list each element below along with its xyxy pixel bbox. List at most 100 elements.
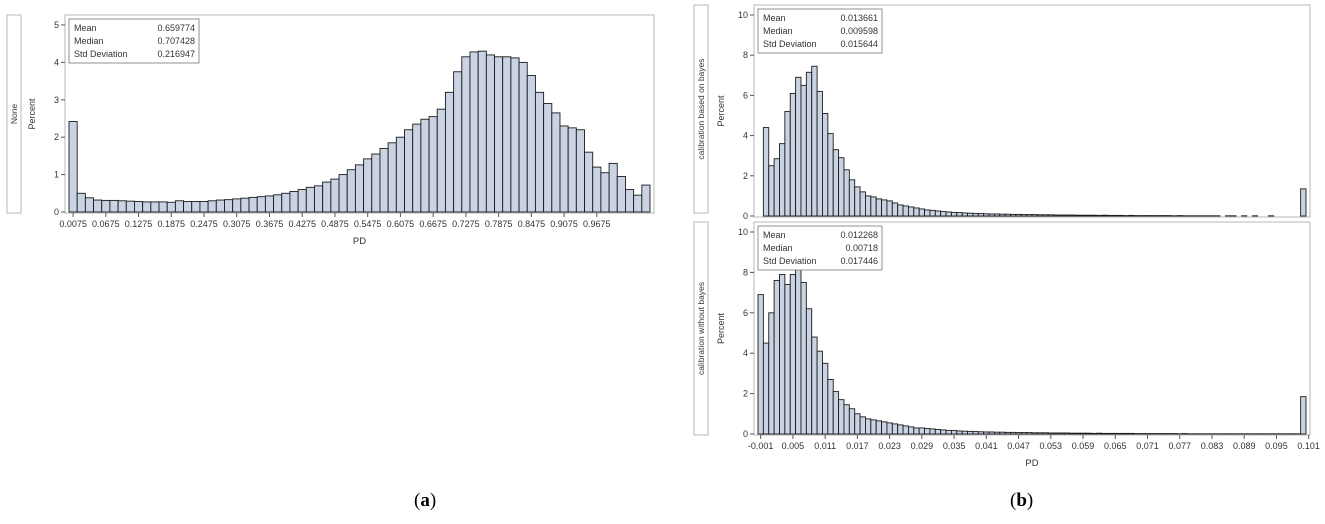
- histogram-bar: [950, 430, 958, 435]
- x-tick-label: 0.089: [1233, 441, 1256, 451]
- histogram-bar: [469, 51, 479, 213]
- histogram-bar: [859, 416, 866, 435]
- y-tick-label: 4: [743, 131, 748, 141]
- panel-strip: [693, 221, 709, 436]
- stat-name: Std Deviation: [763, 39, 817, 49]
- histogram-bar: [945, 429, 952, 435]
- histogram-bar: [843, 404, 850, 435]
- histogram-bar: [608, 162, 618, 213]
- histogram-bar: [827, 133, 834, 217]
- histogram-bar: [956, 212, 963, 217]
- histogram-bar: [827, 379, 834, 435]
- histogram-bar: [1047, 214, 1054, 217]
- histogram-bar: [346, 169, 356, 213]
- y-tick-label: 2: [743, 389, 748, 399]
- histogram-bar: [967, 430, 974, 435]
- histogram-bar: [811, 65, 818, 217]
- histogram-bar: [945, 211, 952, 217]
- y-tick-label: 0: [743, 211, 748, 221]
- histogram-bar: [633, 194, 643, 213]
- histogram-bar: [150, 201, 160, 213]
- histogram-bar: [1058, 432, 1065, 435]
- x-axis-label: PD: [353, 236, 366, 247]
- histogram-bar: [117, 200, 127, 213]
- histogram-bar: [404, 129, 414, 213]
- histogram-bar: [940, 429, 947, 435]
- panel-strip: [693, 4, 709, 214]
- histogram-bar: [363, 158, 373, 213]
- histogram-bar: [485, 54, 495, 213]
- x-tick-label: 0.059: [1072, 441, 1095, 451]
- histogram-bar: [848, 179, 856, 217]
- x-tick-label: 0.065: [1104, 441, 1127, 451]
- histogram-bar: [502, 56, 512, 213]
- stat-name: Mean: [74, 23, 97, 33]
- histogram-bar: [779, 273, 786, 435]
- histogram-bar: [1015, 213, 1022, 217]
- histogram-bar: [762, 127, 770, 217]
- histogram-bar: [822, 113, 829, 217]
- histogram-bar: [1026, 432, 1033, 435]
- histogram-bar: [918, 208, 925, 217]
- y-tick-label: 6: [743, 90, 748, 100]
- histogram-bar: [795, 76, 802, 217]
- histogram-bar: [1031, 214, 1038, 217]
- histogram-bar: [1053, 432, 1060, 435]
- histogram-bar: [1112, 214, 1119, 217]
- y-tick-label: 6: [743, 308, 748, 318]
- histogram-bar: [305, 186, 315, 213]
- histogram-bar: [988, 213, 995, 217]
- histogram-bar: [1106, 214, 1114, 217]
- histogram-bar: [1053, 214, 1060, 217]
- histogram-bar: [1074, 214, 1081, 217]
- histogram-bar: [183, 201, 193, 213]
- histogram-bar: [600, 172, 610, 213]
- histogram-bar: [1090, 214, 1097, 217]
- histogram-bar: [510, 57, 520, 213]
- histogram-bar: [838, 157, 845, 217]
- histogram-bar: [1004, 213, 1011, 217]
- histogram-bar: [191, 201, 201, 213]
- histogram-bar: [494, 56, 504, 213]
- x-tick-label: 0.071: [1136, 441, 1159, 451]
- histogram-bar: [1079, 432, 1087, 435]
- histogram-bar: [768, 312, 775, 435]
- histogram-bar: [224, 199, 234, 213]
- stat-value: 0.216947: [157, 49, 195, 59]
- histogram-bar: [354, 164, 365, 213]
- histogram-bar: [907, 426, 915, 435]
- histogram-bar: [1090, 432, 1097, 435]
- histogram-bar: [913, 427, 920, 435]
- x-tick-label: 0.7275: [452, 219, 480, 229]
- y-tick-label: 3: [54, 95, 59, 105]
- caption-a-close: ): [429, 490, 437, 511]
- histogram-bar: [999, 213, 1006, 217]
- histogram-bar: [773, 280, 780, 435]
- caption-a: (a): [414, 490, 436, 512]
- stat-name: Median: [763, 243, 793, 253]
- histogram-bar: [134, 201, 144, 213]
- histogram-bar: [93, 199, 103, 213]
- histogram-bar: [891, 423, 899, 435]
- histogram-bar: [297, 189, 307, 213]
- x-tick-label: 0.017: [846, 441, 869, 451]
- histogram-bar: [1036, 214, 1044, 217]
- y-tick-label: 10: [738, 227, 748, 237]
- histogram-bar: [1047, 432, 1054, 435]
- histogram-bar: [773, 158, 780, 217]
- histogram-bar: [1128, 214, 1135, 217]
- histogram-bar: [338, 174, 348, 213]
- stat-name: Std Deviation: [763, 256, 817, 266]
- stat-name: Median: [763, 26, 793, 36]
- y-tick-label: 8: [743, 267, 748, 277]
- histogram-bar: [902, 205, 909, 217]
- histogram-bar: [436, 108, 446, 213]
- histogram-bar: [264, 195, 275, 213]
- y-tick-label: 2: [54, 132, 59, 142]
- stat-name: Median: [74, 36, 104, 46]
- x-tick-label: 0.0675: [92, 219, 120, 229]
- caption-b-close: ): [1026, 490, 1034, 511]
- histogram-bar: [207, 200, 217, 213]
- histogram-bar: [518, 61, 528, 213]
- histogram-bar: [988, 431, 995, 435]
